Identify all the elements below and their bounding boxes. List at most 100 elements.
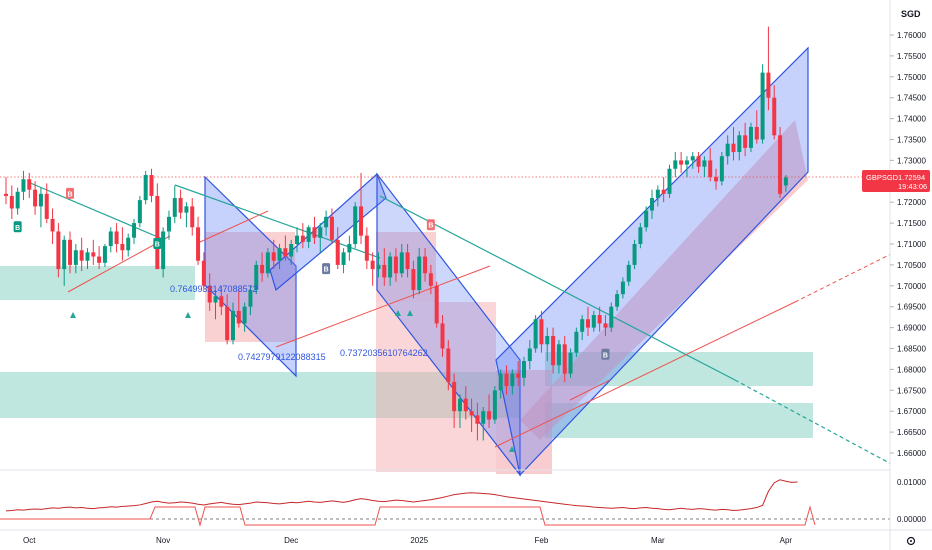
candle-body: [143, 175, 148, 201]
y-tick-label: 1.75000: [897, 73, 926, 82]
oscillator-axis-ticks: 0.01000 0.00000: [897, 478, 926, 524]
candle-body: [178, 198, 183, 213]
candle-body: [68, 239, 73, 265]
candle-body: [521, 361, 526, 378]
signal-badge-label: B: [428, 223, 433, 230]
candle-body: [265, 252, 270, 274]
candle-body: [679, 160, 684, 165]
candle-body: [708, 160, 713, 178]
last-price-value: 1.72594: [898, 173, 925, 182]
signal-badge-label: B: [324, 267, 329, 274]
candle-body: [556, 344, 561, 366]
candle-body: [626, 264, 631, 282]
y-tick-label: 1.67000: [897, 407, 926, 416]
signal-badge-box: [13, 221, 22, 233]
candle-body: [655, 189, 660, 199]
trend-line-teal-3: [379, 195, 736, 381]
trend-line-red-1: [67, 235, 171, 293]
signal-badges: B B B B B B: [13, 187, 610, 360]
candle-body: [44, 193, 49, 219]
candle-body: [388, 256, 393, 278]
candle-body: [399, 252, 404, 274]
candle-body: [114, 231, 119, 244]
candle-body: [300, 235, 305, 242]
y-axis-ticks: 1.76000 1.75500 1.75000 1.74500 1.74000 1.735…: [890, 31, 926, 458]
candle-body: [783, 177, 788, 186]
y-tick-label: 1.70000: [897, 282, 926, 291]
candle-body: [760, 72, 765, 140]
y-tick-label: 1.74500: [897, 94, 926, 103]
signal-badge-box: [601, 348, 610, 360]
candle-body: [510, 373, 515, 387]
y-tick-label: 1.68000: [897, 365, 926, 374]
candle-body: [615, 294, 620, 307]
candle-body: [230, 310, 235, 341]
channel-4: [495, 46, 809, 477]
annotations: 0.7649933147088572 0.7427979122088315 0.…: [170, 284, 428, 362]
candle-body: [271, 252, 276, 261]
candle-body: [766, 72, 771, 98]
ratio-annotation-3: 0.7372035610764262: [340, 348, 428, 358]
candle-body: [324, 216, 329, 228]
candle-body: [580, 319, 585, 332]
candle-body: [539, 319, 544, 345]
candle-body: [719, 156, 724, 182]
candle-body: [603, 323, 608, 328]
candle-body: [574, 331, 579, 353]
bar-countdown: 19:43:06: [898, 182, 927, 191]
candle-body: [260, 264, 265, 274]
candle-body: [644, 210, 649, 228]
trend-line-red-6: [569, 379, 611, 401]
candle-body: [620, 281, 625, 295]
candle-body: [166, 216, 171, 232]
x-tick-label: Oct: [23, 536, 36, 545]
candle-body: [50, 218, 55, 232]
candle-body: [149, 175, 154, 196]
candle-body: [236, 310, 241, 324]
x-tick-label: Dec: [284, 536, 298, 545]
candle-body: [56, 231, 61, 270]
y-tick-label: 1.74000: [897, 115, 926, 124]
candle-body: [219, 296, 224, 307]
candle-body: [120, 244, 125, 251]
x-tick-label: 2025: [410, 536, 428, 545]
up-triangle-marker: [509, 446, 515, 452]
settings-gear-icon[interactable]: [906, 536, 916, 546]
time-axis[interactable]: Oct Nov Dec 2025 Feb Mar Apr: [23, 536, 792, 545]
signal-badge-label: B: [15, 225, 20, 232]
candle-body: [661, 189, 666, 194]
up-triangle-marker: [185, 312, 191, 318]
signal-badge-label: B: [603, 352, 608, 359]
candle-body: [155, 195, 160, 270]
y-tick-label: 1.75500: [897, 52, 926, 61]
candle-body: [748, 126, 753, 148]
y-tick-label: 1.66500: [897, 428, 926, 437]
candle-body: [405, 252, 410, 270]
price-axis[interactable]: [890, 0, 932, 550]
candle-body: [318, 227, 323, 238]
y-tick-label: 1.71500: [897, 219, 926, 228]
candle-body: [725, 143, 730, 157]
candle-body: [21, 179, 26, 192]
candle-body: [161, 231, 166, 270]
oscillator-signal-line: [0, 505, 816, 527]
candle-body: [283, 248, 288, 257]
x-tick-label: Feb: [535, 536, 549, 545]
trend-line-red-5: [794, 251, 896, 303]
trend-line-red-2: [199, 210, 269, 243]
osc-tick-label: 0.00000: [897, 515, 926, 524]
y-tick-label: 1.76000: [897, 31, 926, 40]
candle-body: [504, 373, 509, 387]
candle-body: [126, 237, 131, 251]
candle-body: [545, 335, 550, 345]
candle-body: [353, 206, 358, 244]
demand-zone-1: [0, 266, 195, 300]
oscillator-line: [5, 479, 798, 512]
x-tick-label: Mar: [651, 536, 665, 545]
candle-body: [778, 135, 783, 194]
candle-body: [277, 248, 282, 261]
x-tick-label: Apr: [780, 536, 793, 545]
candle-body: [108, 231, 113, 247]
candle-body: [417, 256, 422, 290]
